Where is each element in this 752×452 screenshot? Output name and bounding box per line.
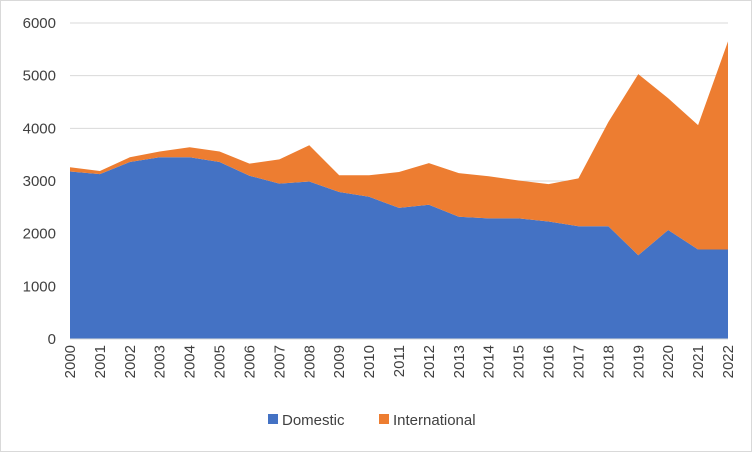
legend-swatch-domestic: [268, 414, 278, 424]
x-tick-label: 2001: [92, 345, 109, 378]
x-tick-label: 2012: [421, 345, 438, 378]
x-tick-label: 2005: [212, 345, 229, 378]
y-tick-label: 5000: [23, 68, 56, 85]
y-tick-label: 6000: [23, 15, 56, 32]
x-tick-label: 2021: [690, 345, 707, 378]
x-tick-label: 2007: [271, 345, 288, 378]
x-tick-label: 2013: [451, 345, 468, 378]
x-axis-ticks: 2000 2001 2002 2003 2004 2005 2006 2007 2008 2009…: [62, 345, 737, 378]
x-tick-label: 2010: [361, 345, 378, 378]
x-tick-label: 2003: [152, 345, 169, 378]
y-tick-label: 0: [48, 331, 56, 348]
y-tick-label: 1000: [23, 278, 56, 295]
legend-label-international: International: [393, 412, 476, 429]
x-tick-label: 2000: [62, 345, 79, 378]
x-tick-label: 2014: [481, 345, 498, 378]
x-tick-label: 2015: [511, 345, 528, 378]
x-tick-label: 2022: [720, 345, 737, 378]
x-tick-label: 2008: [301, 345, 318, 378]
y-tick-label: 4000: [23, 120, 56, 137]
y-tick-label: 3000: [23, 173, 56, 190]
x-tick-label: 2004: [182, 345, 199, 378]
x-tick-label: 2016: [541, 345, 558, 378]
y-axis-ticks: 0 1000 2000 3000 4000 5000 6000: [23, 15, 56, 348]
legend: Domestic International: [268, 412, 476, 429]
area-domestic: [70, 157, 728, 339]
x-tick-label: 2019: [630, 345, 647, 378]
x-tick-label: 2009: [331, 345, 348, 378]
areas: [70, 41, 728, 339]
area-international: [70, 41, 728, 256]
y-tick-label: 2000: [23, 226, 56, 243]
x-tick-label: 2011: [391, 345, 408, 377]
x-tick-label: 2017: [570, 345, 587, 378]
legend-label-domestic: Domestic: [282, 412, 345, 429]
x-tick-label: 2020: [660, 345, 677, 378]
x-tick-label: 2002: [122, 345, 139, 378]
x-tick-label: 2006: [241, 345, 258, 378]
legend-swatch-international: [379, 414, 389, 424]
x-tick-label: 2018: [600, 345, 617, 378]
